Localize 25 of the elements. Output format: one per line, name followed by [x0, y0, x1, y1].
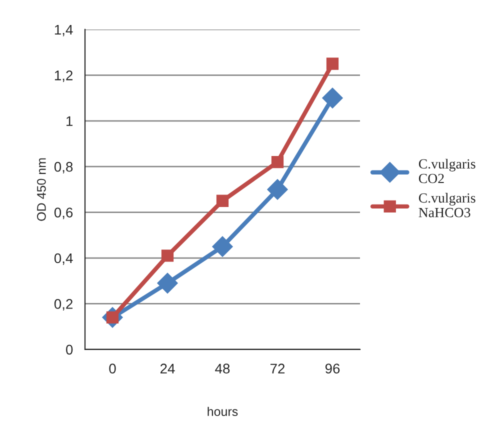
legend-label: C.vulgaris NaHCO3 [418, 192, 476, 218]
y-tick-label: 0 [66, 344, 73, 355]
point [267, 179, 288, 200]
point [212, 236, 233, 257]
y-tick-label: 0,6 [54, 208, 73, 220]
y-tick-label: 1,4 [54, 24, 73, 36]
point [216, 194, 229, 207]
point [157, 272, 178, 294]
y-tick-label: 0,8 [54, 162, 73, 174]
y-tick-label: 0,2 [54, 299, 72, 311]
point [326, 58, 339, 70]
x-tick-label: 96 [325, 364, 340, 374]
point [271, 156, 284, 168]
y-axis-title: OD 450 nm [37, 158, 46, 221]
point [322, 88, 343, 108]
x-tick-label: 0 [109, 364, 116, 374]
y-tick-label: 1,2 [54, 70, 72, 82]
y-tick-label: 1 [66, 116, 73, 126]
x-axis-title: hours [208, 406, 238, 416]
point [161, 250, 174, 262]
legend-label: C.vulgaris CO2 [418, 158, 476, 184]
y-tick-label: 0,4 [54, 253, 73, 265]
x-tick-label: 48 [215, 364, 230, 374]
x-tick-label: 72 [270, 364, 285, 374]
x-tick-label: 24 [160, 364, 175, 374]
